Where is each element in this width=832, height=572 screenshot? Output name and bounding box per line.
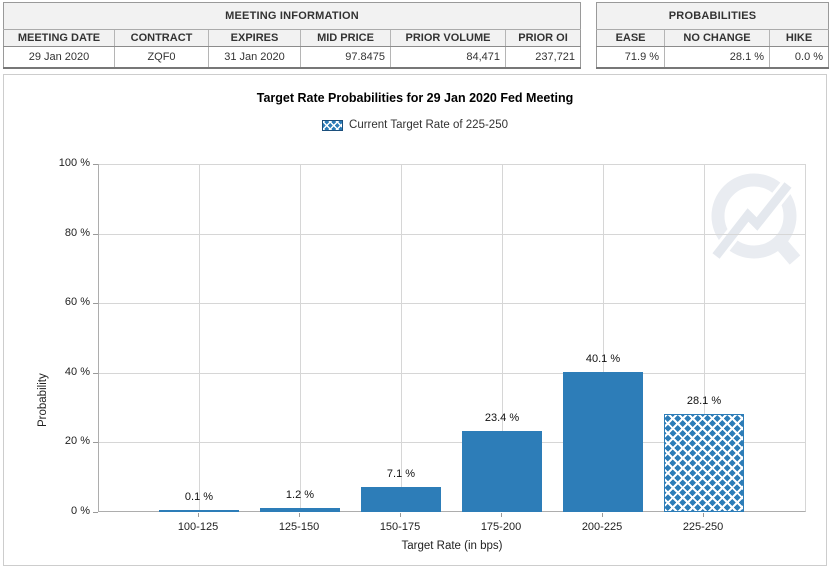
grid-line-v bbox=[502, 164, 503, 511]
bar-value-label: 1.2 % bbox=[285, 489, 315, 501]
grid-line-v bbox=[199, 164, 200, 511]
bar bbox=[159, 510, 239, 512]
bar-value-label: 7.1 % bbox=[386, 468, 416, 480]
x-axis-tick bbox=[400, 513, 401, 517]
no-change-value: 28.1 % bbox=[664, 46, 771, 68]
grid-line-v bbox=[704, 164, 705, 511]
bar-value-label: 40.1 % bbox=[585, 353, 621, 365]
x-axis-category-label: 175-200 bbox=[480, 521, 522, 533]
grid-line-v bbox=[401, 164, 402, 511]
y-axis-tick bbox=[93, 442, 98, 444]
x-axis-category-label: 100-125 bbox=[177, 521, 219, 533]
probabilities-header-row: EASE NO CHANGE HIKE bbox=[596, 29, 829, 47]
y-axis-title: Probability bbox=[37, 373, 49, 427]
hike-header: HIKE bbox=[769, 29, 829, 47]
probabilities-value-row: 71.9 % 28.1 % 0.0 % bbox=[596, 46, 829, 68]
x-axis-tick bbox=[501, 513, 502, 517]
y-axis-tick bbox=[93, 164, 98, 165]
ease-value: 71.9 % bbox=[596, 46, 666, 68]
chart-panel: Target Rate Probabilities for 29 Jan 202… bbox=[3, 74, 827, 566]
x-axis-category-label: 225-250 bbox=[682, 521, 724, 533]
plot-area: 0.1 % 1.2 % 7.1 % 23.4 % 40.1 % 28.1 % bbox=[98, 164, 806, 512]
y-axis-label: 40 % bbox=[64, 365, 90, 378]
x-axis-tick bbox=[703, 513, 704, 517]
legend-label: Current Target Rate of 225-250 bbox=[349, 119, 508, 131]
y-axis-tick bbox=[93, 233, 98, 235]
y-axis-label: 0 % bbox=[71, 505, 90, 517]
grid-line-h bbox=[99, 372, 805, 374]
y-axis-label: 60 % bbox=[64, 296, 90, 309]
x-axis-title: Target Rate (in bps) bbox=[401, 540, 503, 552]
grid-line-v bbox=[300, 164, 301, 511]
x-axis-category-label: 125-150 bbox=[278, 521, 320, 533]
bar bbox=[260, 508, 340, 512]
x-axis-tick bbox=[299, 513, 300, 517]
prior-oi-value: 237,721 bbox=[505, 46, 581, 68]
bar bbox=[462, 431, 542, 512]
ease-header: EASE bbox=[596, 29, 666, 47]
meeting-info-title: MEETING INFORMATION bbox=[3, 2, 581, 30]
bar bbox=[361, 487, 441, 512]
summary-tables: MEETING INFORMATION MEETING DATE CONTRAC… bbox=[3, 2, 830, 69]
probabilities-table: PROBABILITIES EASE NO CHANGE HIKE 71.9 %… bbox=[596, 2, 830, 69]
expires-header: EXPIRES bbox=[208, 29, 301, 47]
y-axis-label: 100 % bbox=[58, 157, 90, 169]
meeting-info-table: MEETING INFORMATION MEETING DATE CONTRAC… bbox=[3, 2, 582, 69]
grid-line-v bbox=[603, 164, 604, 511]
meeting-info-value-row: 29 Jan 2020 ZQF0 31 Jan 2020 97.8475 84,… bbox=[3, 46, 581, 68]
chart-title: Target Rate Probabilities for 29 Jan 202… bbox=[256, 91, 574, 105]
prior-oi-header: PRIOR OI bbox=[505, 29, 581, 47]
meeting-date-header: MEETING DATE bbox=[3, 29, 115, 47]
bar-highlighted bbox=[664, 414, 744, 512]
y-axis-tick bbox=[93, 303, 98, 305]
crosshatch-swatch-icon bbox=[322, 119, 344, 131]
x-axis-category-label: 150-175 bbox=[379, 521, 421, 533]
y-axis-label: 80 % bbox=[64, 226, 90, 239]
y-axis-label: 20 % bbox=[64, 435, 90, 448]
chart-legend: Current Target Rate of 225-250 bbox=[4, 119, 826, 131]
no-change-header: NO CHANGE bbox=[664, 29, 771, 47]
grid-line-h bbox=[99, 442, 805, 444]
bar-value-label: 0.1 % bbox=[184, 491, 214, 503]
bar-value-label: 23.4 % bbox=[484, 412, 520, 424]
x-axis-tick bbox=[602, 513, 603, 517]
mid-price-header: MID PRICE bbox=[300, 29, 391, 47]
meeting-date-value: 29 Jan 2020 bbox=[3, 46, 115, 68]
contract-header: CONTRACT bbox=[114, 29, 209, 47]
x-axis-tick bbox=[198, 513, 199, 517]
prior-volume-value: 84,471 bbox=[390, 46, 506, 68]
x-axis-category-label: 200-225 bbox=[581, 521, 623, 533]
contract-value: ZQF0 bbox=[114, 46, 209, 68]
bar bbox=[563, 372, 643, 512]
bar-value-label: 28.1 % bbox=[686, 395, 722, 407]
meeting-info-header-row: MEETING DATE CONTRACT EXPIRES MID PRICE … bbox=[3, 29, 581, 47]
grid-line-h bbox=[99, 164, 805, 165]
prior-volume-header: PRIOR VOLUME bbox=[390, 29, 506, 47]
y-axis-tick bbox=[93, 372, 98, 374]
hike-value: 0.0 % bbox=[769, 46, 829, 68]
grid-line-h bbox=[99, 303, 805, 305]
expires-value: 31 Jan 2020 bbox=[208, 46, 301, 68]
grid-line-h bbox=[99, 233, 805, 235]
mid-price-value: 97.8475 bbox=[300, 46, 391, 68]
probabilities-title: PROBABILITIES bbox=[596, 2, 829, 30]
quikstrike-logo-icon bbox=[710, 173, 801, 265]
y-axis-tick bbox=[93, 512, 98, 513]
